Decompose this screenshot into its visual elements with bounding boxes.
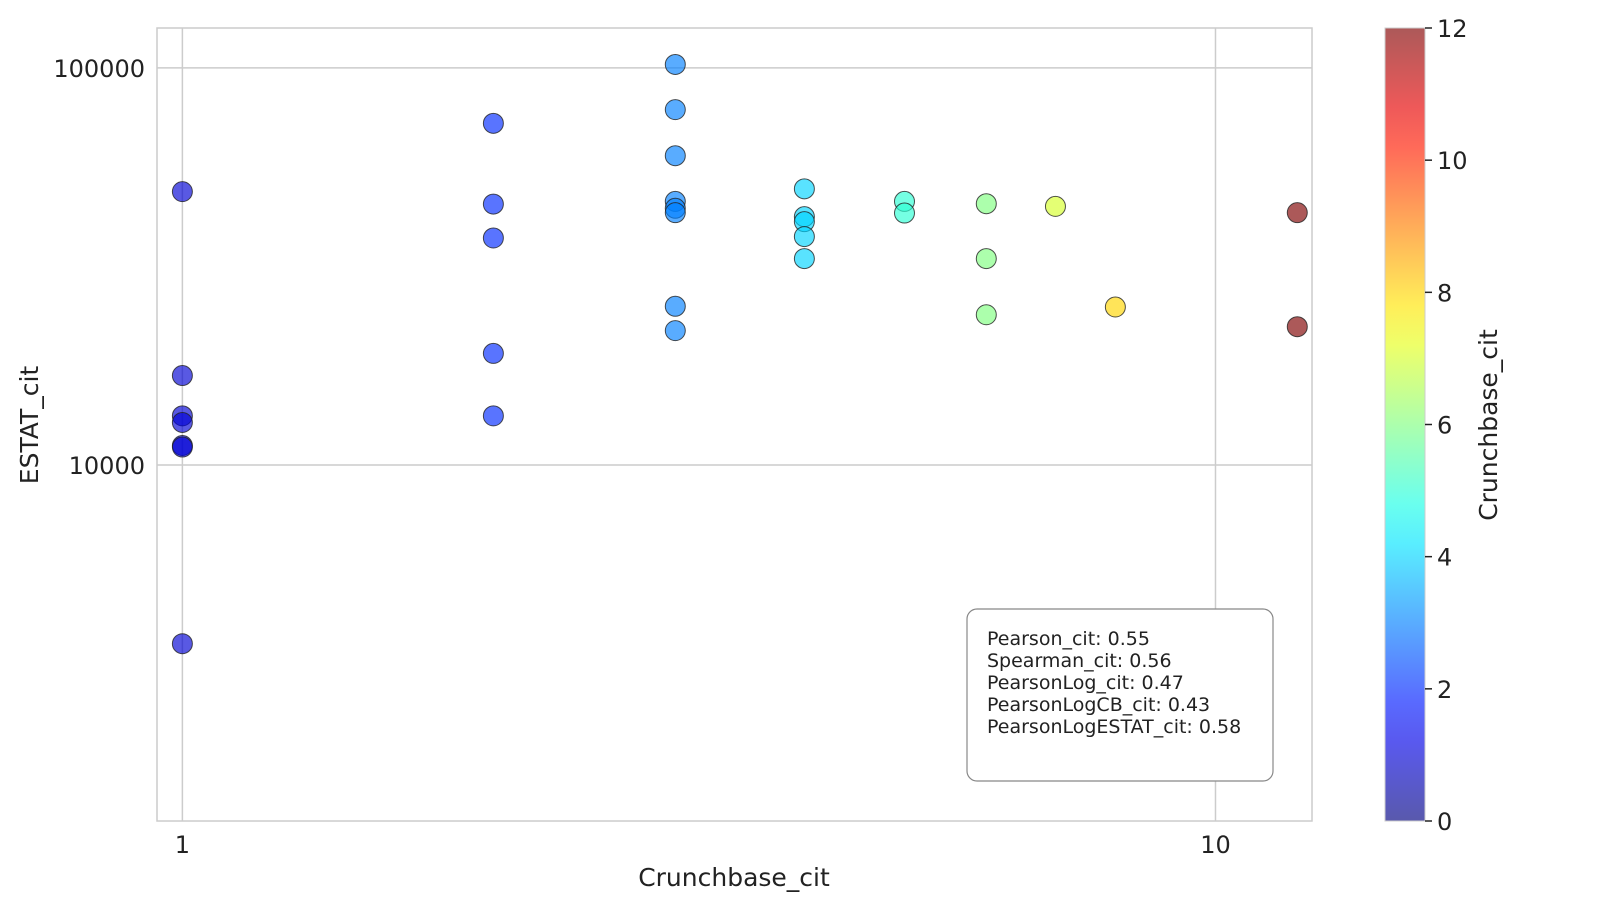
data-point [664,202,686,224]
data-point [664,145,686,167]
data-point [482,227,504,249]
data-point [482,193,504,215]
y-tick-labels: 10000 100000 [53,55,145,480]
data-point [171,436,193,458]
data-point [893,202,915,224]
stats-box-frame [966,608,1274,782]
data-point [664,295,686,317]
x-tick-label: 1 [175,831,190,859]
data-point [1286,202,1308,224]
y-tick-label: 100000 [53,55,145,83]
data-point [1044,195,1066,217]
colorbar-tick-label: 6 [1437,412,1452,440]
colorbar-label: Crunchbase_cit [1474,329,1503,521]
colorbar-tick-label: 8 [1437,279,1452,307]
data-point [975,304,997,326]
data-point [975,193,997,215]
data-point [482,342,504,364]
colorbar [1384,27,1426,822]
data-point [664,53,686,75]
data-point [1286,316,1308,338]
y-axis-label: ESTAT_cit [15,366,44,485]
x-tick-label: 10 [1200,831,1231,859]
colorbar-tick-label: 10 [1437,147,1468,175]
data-point [793,226,815,248]
stats-line-pearson-log-estat: PearsonLogESTAT_cit: 0.58 [987,716,1241,738]
data-points [171,53,1308,655]
y-tick-label: 10000 [69,452,145,480]
colorbar-ticks: 0 2 4 6 8 10 12 [1425,15,1468,836]
data-point [664,99,686,121]
stats-line-pearson-log: PearsonLog_cit: 0.47 [987,672,1184,694]
stats-box: Pearson_cit: 0.55 Spearman_cit: 0.56 Pea… [966,608,1274,782]
data-point [482,405,504,427]
data-point [793,178,815,200]
stats-line-pearson: Pearson_cit: 0.55 [987,628,1150,650]
colorbar-tick-label: 0 [1437,808,1452,836]
x-tick-labels: 1 10 [175,831,1231,859]
x-axis-label: Crunchbase_cit [638,863,830,892]
stats-line-spearman: Spearman_cit: 0.56 [987,650,1172,672]
data-point [171,181,193,203]
data-point [1104,296,1126,318]
data-point [482,112,504,134]
colorbar-tick-label: 12 [1437,15,1468,43]
colorbar-tick-label: 2 [1437,676,1452,704]
data-point [793,248,815,270]
data-point [975,248,997,270]
data-point [664,320,686,342]
colorbar-tick-label: 4 [1437,544,1452,572]
stats-line-pearson-log-cb: PearsonLogCB_cit: 0.43 [987,694,1210,716]
data-point [171,411,193,433]
data-point [171,633,193,655]
data-point [171,365,193,387]
